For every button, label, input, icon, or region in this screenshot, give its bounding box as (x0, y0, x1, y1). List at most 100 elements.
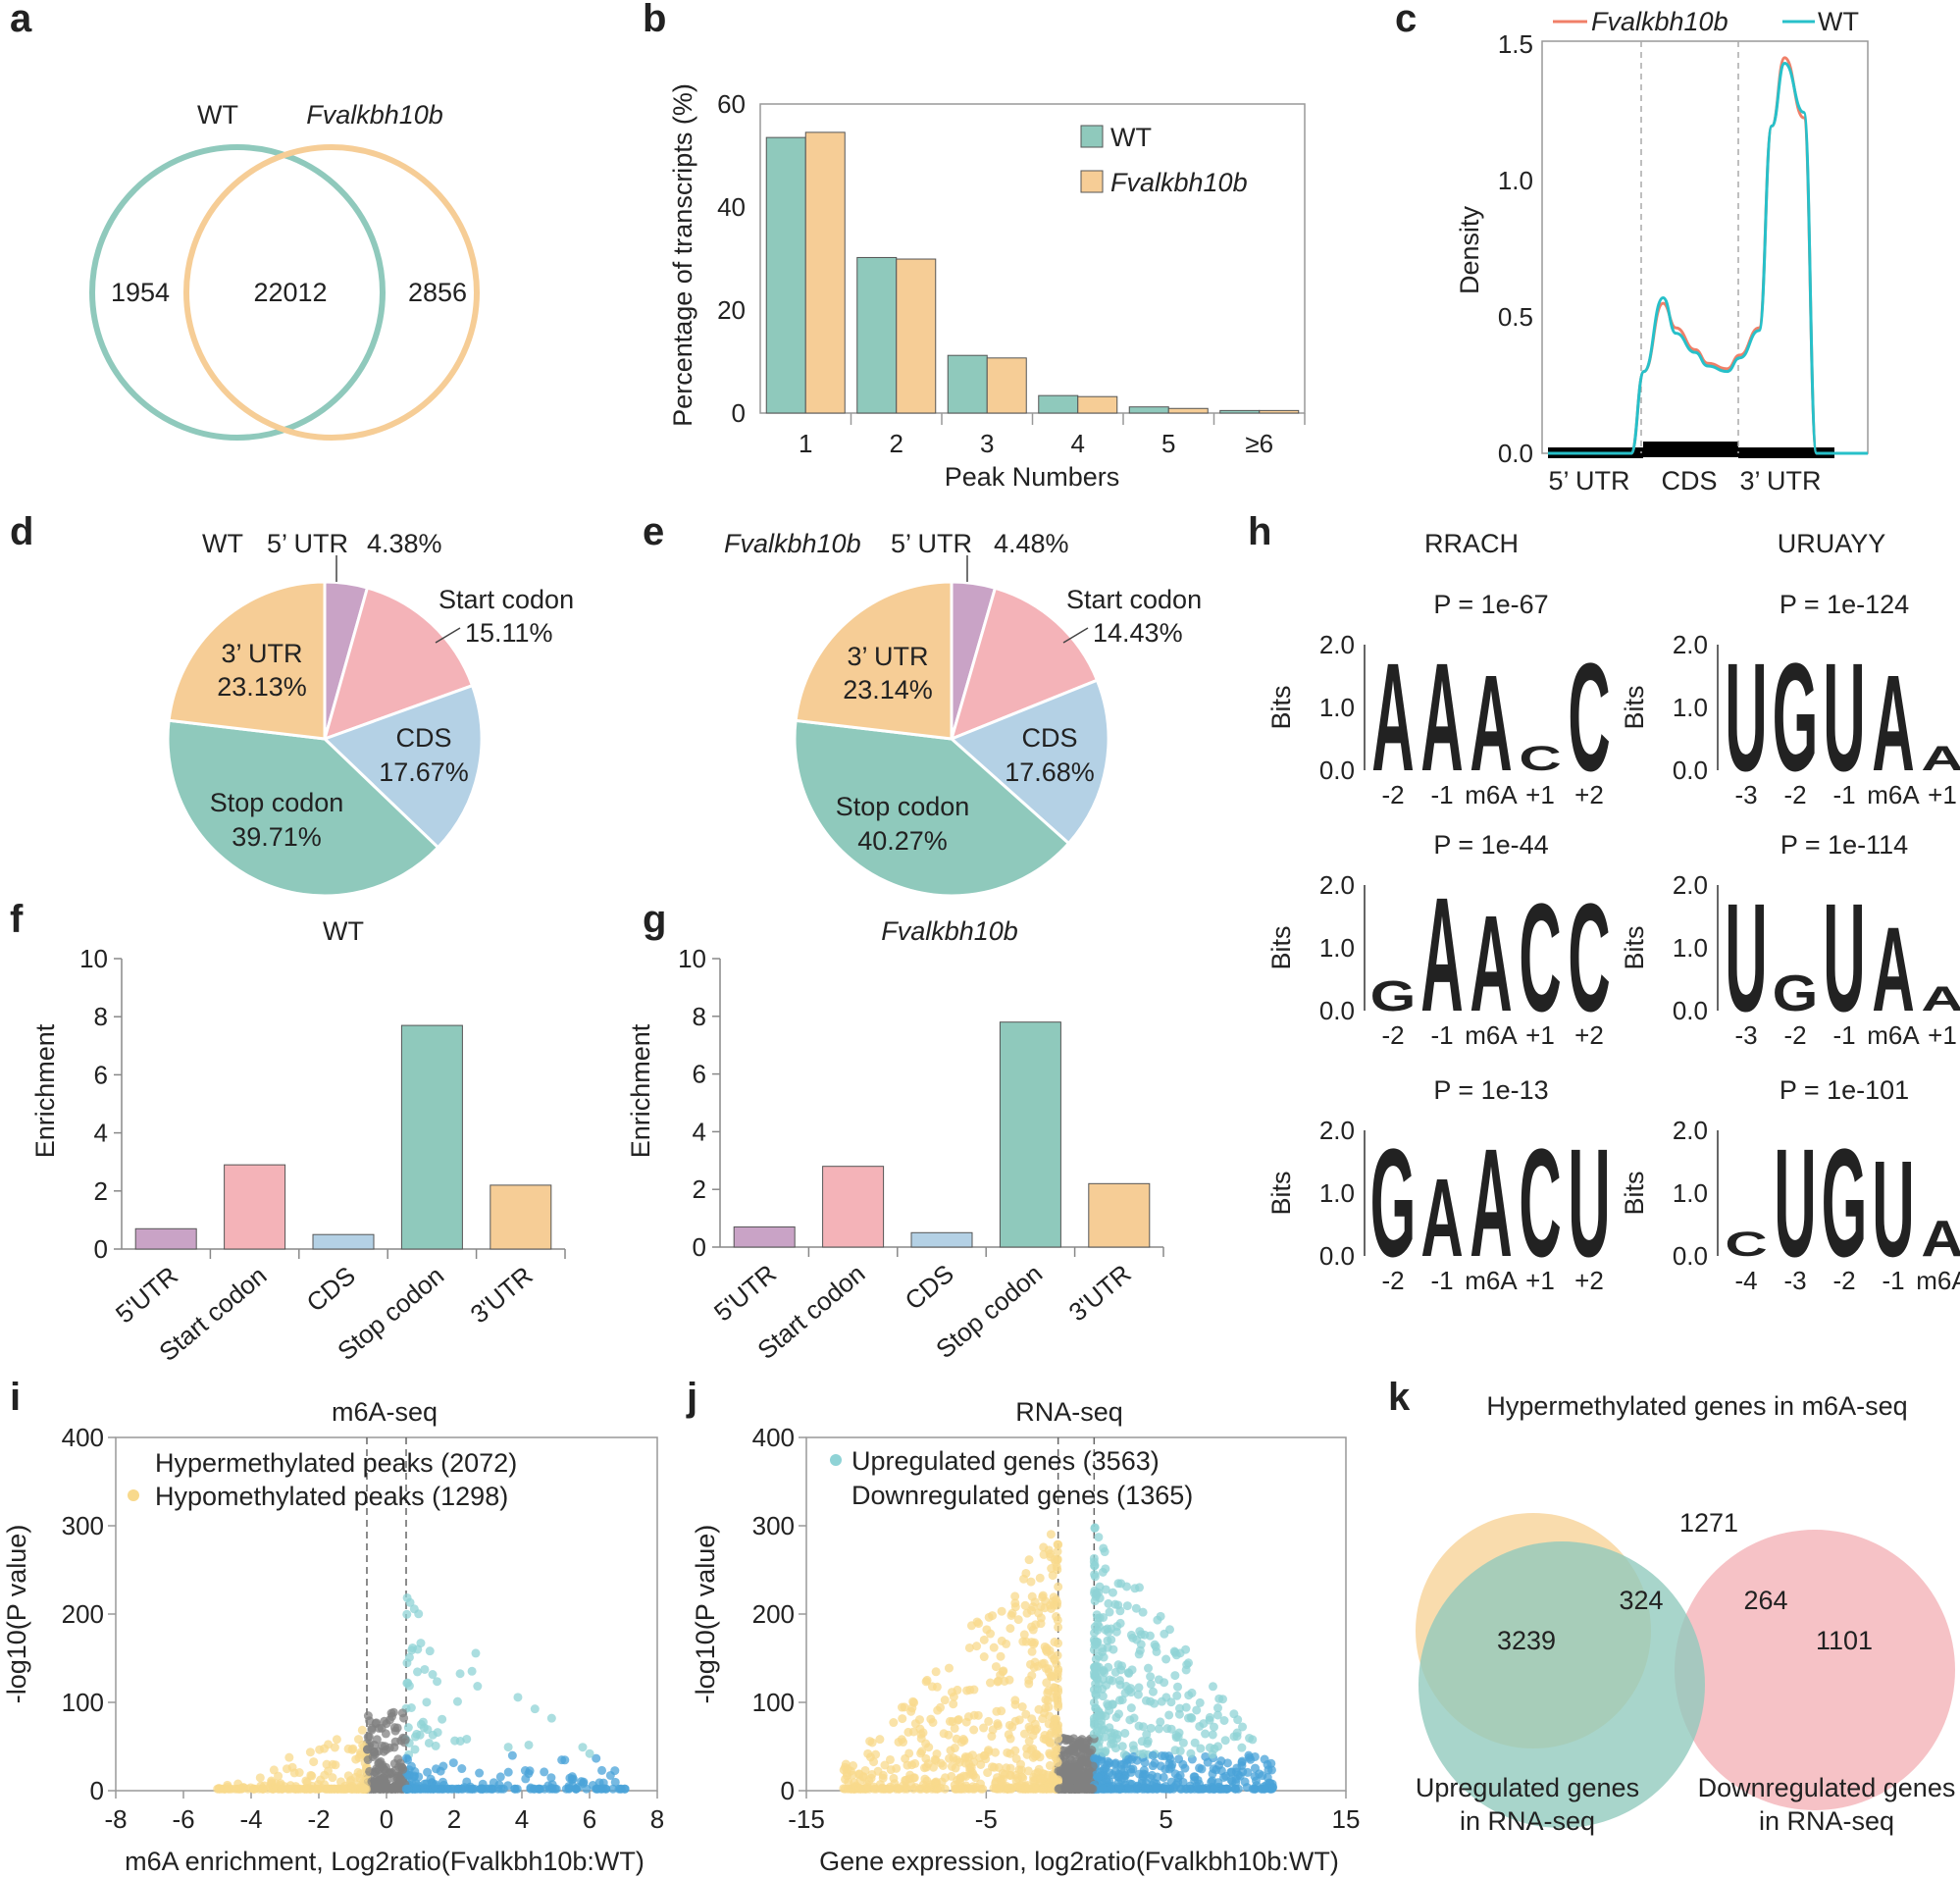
panel-i-point (567, 1775, 577, 1785)
panel-j-point (1113, 1600, 1123, 1610)
panel-j-point (1050, 1715, 1059, 1725)
panel-i-point (526, 1783, 536, 1793)
logo-ytick: 1.0 (1319, 693, 1355, 722)
panel-c-legend-wt: WT (1818, 7, 1859, 36)
panel-b-bar-mutant (1167, 407, 1209, 414)
panel-j-point (1212, 1765, 1221, 1775)
panel-i-point (401, 1753, 411, 1763)
panel-j-xtick: -5 (975, 1804, 998, 1834)
panel-i-ytick: 200 (62, 1599, 104, 1629)
panel-i-point (403, 1723, 413, 1733)
panel-j-point (997, 1706, 1006, 1716)
panel-i-point (324, 1740, 334, 1749)
pd-slice-4 (167, 580, 327, 741)
panel-j-point (1100, 1547, 1109, 1557)
panel-j-point (1090, 1637, 1100, 1646)
panel-b-ytick: 0 (732, 398, 746, 428)
logo-position: -2 (1381, 780, 1404, 809)
logo-letter: G (1773, 632, 1819, 805)
panel-j-point (863, 1748, 873, 1758)
panel-j-point (1095, 1712, 1105, 1722)
panel-j-point (1209, 1722, 1218, 1732)
panel-f-ytick: 10 (79, 944, 108, 973)
logo-letter: A (1470, 887, 1512, 1040)
panel-f-ytick: 6 (94, 1060, 108, 1089)
panel-j-point (1099, 1784, 1109, 1794)
panel-j-point (1187, 1688, 1197, 1697)
panel-c-ylabel: Density (1455, 205, 1484, 294)
panel-j-point (1090, 1753, 1100, 1763)
logo-ytick: 2.0 (1319, 1116, 1355, 1145)
panel-e-label-start: Start codon (1066, 585, 1202, 614)
panel-j-point (1161, 1782, 1170, 1792)
panel-j-point (1101, 1564, 1110, 1574)
panel-i-point (387, 1784, 396, 1794)
panel-j-point (1154, 1675, 1163, 1685)
panel-j-point (1054, 1622, 1063, 1632)
panel-i-point (365, 1766, 375, 1776)
panel-i-point (367, 1725, 377, 1735)
panel-b-bar-wt (765, 136, 806, 414)
logo-letter: G (1773, 965, 1819, 1022)
panel-j-point (918, 1780, 928, 1790)
logo-letter: U (1774, 1118, 1816, 1290)
panel-i-point (471, 1648, 481, 1658)
panel-i-point (414, 1609, 424, 1619)
panel-i-point (332, 1784, 341, 1794)
panel-j-point (936, 1702, 946, 1712)
panel-j-point (1134, 1649, 1144, 1659)
panel-j-point (1024, 1679, 1034, 1689)
logo-p-value: P = 1e-44 (1433, 830, 1548, 860)
panel-j-point (1104, 1598, 1113, 1608)
panel-b-bar-mutant (1259, 409, 1300, 414)
panel-j-point (1181, 1665, 1191, 1675)
panel-j-point (1052, 1612, 1061, 1622)
panel-j-point (1020, 1600, 1030, 1610)
panel-j-point (1034, 1764, 1044, 1774)
panel-j-point (953, 1715, 962, 1725)
panel-g-ytick: 2 (693, 1174, 706, 1204)
panel-k-label-down-2: in RNA-seq (1759, 1806, 1894, 1836)
panel-i-point (393, 1784, 403, 1794)
panel-j-point (1208, 1682, 1217, 1692)
panel-h-column-title-rrach: RRACH (1424, 529, 1519, 558)
panel-i-point (443, 1784, 453, 1794)
panel-j-point (1111, 1627, 1121, 1637)
panel-j-point (914, 1715, 924, 1725)
panel-b-bars (765, 131, 1300, 414)
panel-i-legend-dot-hypo (128, 1489, 139, 1501)
logo-p-value: P = 1e-13 (1433, 1075, 1548, 1105)
panel-b-xtick: 5 (1161, 429, 1175, 458)
logo-letter: C (1519, 872, 1561, 1045)
panel-j-ytick: 400 (752, 1423, 795, 1452)
panel-i-point (457, 1764, 467, 1774)
panel-j-point (1051, 1743, 1060, 1752)
logo-ytick: 0.0 (1319, 756, 1355, 785)
panel-j-point (1195, 1697, 1205, 1707)
panel-i-point (332, 1735, 341, 1745)
panel-g-bar (1088, 1182, 1151, 1248)
panel-j-point (1170, 1647, 1180, 1657)
logo-letter: U (1568, 1118, 1610, 1290)
panel-j-point (1193, 1784, 1203, 1794)
panel-g-ytick: 4 (693, 1117, 706, 1146)
panel-f-ylabel: Enrichment (30, 1023, 60, 1158)
panel-j-point (871, 1749, 881, 1759)
panel-i-point (610, 1766, 620, 1776)
panel-j-point (1100, 1732, 1109, 1742)
panel-i-point (433, 1677, 442, 1687)
panel-i-point (524, 1740, 534, 1749)
panel-j-point (1126, 1767, 1136, 1777)
panel-f-xtick: CDS (301, 1261, 361, 1318)
panel-j-point (1082, 1755, 1092, 1765)
logo-ytick: 1.0 (1319, 1178, 1355, 1208)
panel-j-point (1089, 1720, 1099, 1730)
panel-j-point (1053, 1757, 1062, 1767)
panel-j-point (1170, 1671, 1180, 1681)
logo-ytick: 0.0 (1673, 1241, 1708, 1271)
panel-j-point (1220, 1736, 1230, 1746)
panel-i-point (223, 1782, 232, 1792)
panel-j-point (885, 1754, 895, 1764)
panel-j-point (941, 1773, 951, 1783)
